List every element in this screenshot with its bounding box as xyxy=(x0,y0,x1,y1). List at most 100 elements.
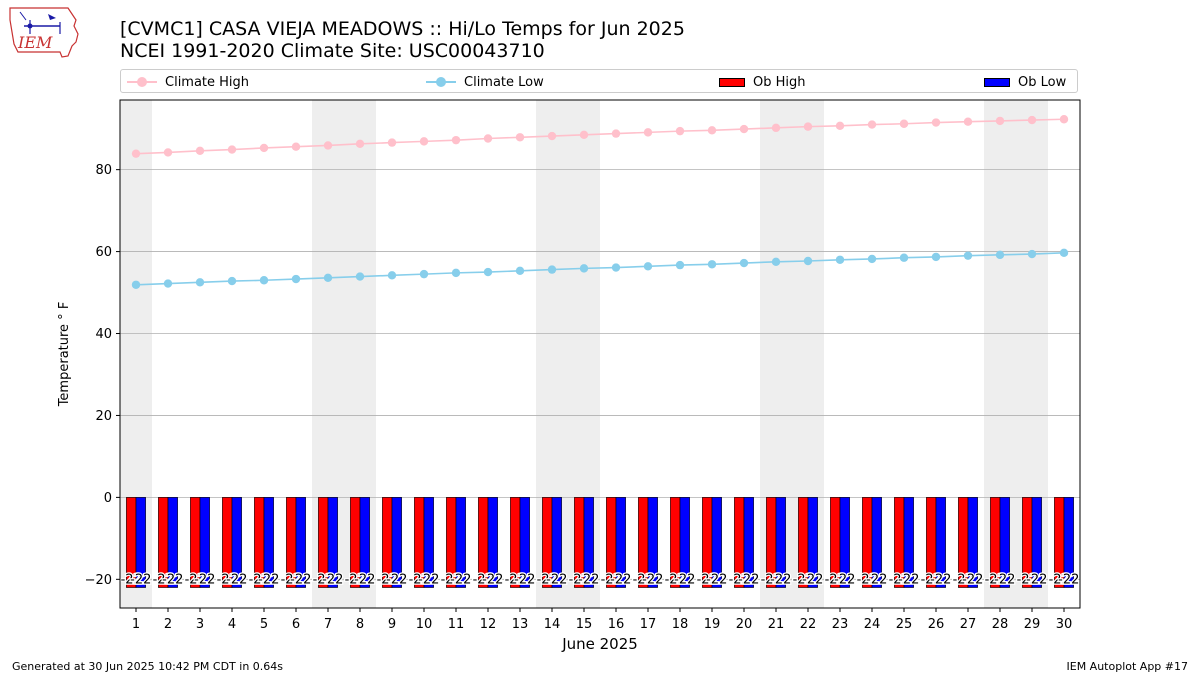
climate-high-point xyxy=(515,133,525,142)
climate-low-point xyxy=(899,253,909,262)
climate-high-point xyxy=(1027,115,1037,125)
legend-label-ob-high: Ob High xyxy=(753,74,806,90)
climate-low-point xyxy=(483,267,493,277)
x-tick-label: 29 xyxy=(1024,617,1041,632)
ob-low-value-label: -22 xyxy=(290,572,311,587)
chart-legend: Climate High Climate Low Ob High Ob Low xyxy=(120,69,1078,93)
climate-high-point xyxy=(483,134,493,143)
ob-high-value-label: -22 xyxy=(121,572,142,587)
ob-high-value-label: -22 xyxy=(153,572,174,587)
ob-low-bar xyxy=(647,497,658,588)
x-tick-label: 6 xyxy=(292,617,300,632)
ob-low-value-label: -22 xyxy=(706,572,727,587)
ob-low-bar xyxy=(1031,497,1042,588)
ob-low-value-label: -22 xyxy=(226,572,247,587)
climate-low-point xyxy=(579,264,589,273)
logo-text: IEM xyxy=(17,33,53,52)
ob-low-value-label: -22 xyxy=(770,572,791,587)
y-tick-label: 20 xyxy=(95,409,112,424)
climate-high-point xyxy=(355,139,365,149)
x-tick-label: 1 xyxy=(132,617,140,632)
climate-low-point xyxy=(1027,249,1037,259)
x-tick-label: 26 xyxy=(928,617,945,632)
climate-high-point xyxy=(995,116,1005,126)
ob-low-value-label: -22 xyxy=(514,572,535,587)
ob-low-value-label: -22 xyxy=(898,572,919,587)
ob-low-bar xyxy=(935,497,946,588)
ob-low-bar xyxy=(679,497,690,588)
ob-low-bar xyxy=(167,497,178,588)
climate-high-point xyxy=(867,120,877,129)
ob-low-bar xyxy=(519,497,530,588)
climate-low-point xyxy=(419,269,429,279)
ob-low-value-label: -22 xyxy=(738,572,759,587)
ob-low-bar xyxy=(423,497,434,588)
legend-swatch-ob-low xyxy=(984,77,1010,87)
ob-low-bar xyxy=(839,497,850,588)
climate-low-point xyxy=(739,258,749,268)
climate-low-point xyxy=(355,272,365,281)
climate-high-point xyxy=(803,122,813,131)
legend-swatch-ob-high xyxy=(719,77,745,87)
y-tick-label: 60 xyxy=(95,245,112,260)
iowa-state-outline xyxy=(9,7,79,58)
ob-high-value-label: -22 xyxy=(761,572,782,587)
climate-low-point xyxy=(291,274,301,284)
climate-low-point xyxy=(163,279,173,288)
climate-low-point xyxy=(867,254,877,264)
ob-low-value-label: -22 xyxy=(546,572,567,587)
climate-high-point xyxy=(739,124,749,134)
legend-item-ob-high: Ob High xyxy=(719,73,806,91)
ob-low-bar xyxy=(359,497,370,588)
climate-high-point xyxy=(771,123,781,133)
x-tick-label: 5 xyxy=(260,617,268,632)
legend-swatch-climate-low xyxy=(426,77,456,87)
x-tick-label: 18 xyxy=(672,617,689,632)
ob-low-bar xyxy=(455,497,466,588)
x-tick-label: 8 xyxy=(356,617,364,632)
ob-low-value-label: -22 xyxy=(578,572,599,587)
ob-high-value-label: -22 xyxy=(441,572,462,587)
y-tick-label: 0 xyxy=(104,491,112,506)
ob-low-bar xyxy=(967,497,978,588)
ob-low-bar xyxy=(743,497,754,588)
climate-high-point xyxy=(131,149,141,158)
ob-high-value-label: -22 xyxy=(185,572,206,587)
climate-high-point xyxy=(835,121,845,131)
climate-low-point xyxy=(451,268,461,278)
ob-high-value-label: -22 xyxy=(889,572,910,587)
ob-high-value-label: -22 xyxy=(665,572,686,587)
ob-low-bar xyxy=(583,497,594,588)
x-tick-label: 25 xyxy=(896,617,913,632)
ob-low-value-label: -22 xyxy=(386,572,407,587)
ob-low-value-label: -22 xyxy=(802,572,823,587)
climate-low-line xyxy=(135,252,1065,286)
ob-low-bar xyxy=(871,497,882,588)
ob-low-bar xyxy=(199,497,210,588)
ob-high-value-label: -22 xyxy=(217,572,238,587)
x-tick-label: 11 xyxy=(448,617,465,632)
x-tick-label: 20 xyxy=(736,617,753,632)
x-tick-label: 7 xyxy=(324,617,332,632)
legend-item-climate-low: Climate Low xyxy=(426,73,544,91)
ob-low-bar xyxy=(231,497,242,588)
ob-high-value-label: -22 xyxy=(569,572,590,587)
x-tick-label: 12 xyxy=(480,617,497,632)
climate-high-point xyxy=(227,145,237,154)
ob-high-value-label: -22 xyxy=(985,572,1006,587)
climate-low-point xyxy=(707,260,717,269)
chart-title: [CVMC1] CASA VIEJA MEADOWS :: Hi/Lo Temp… xyxy=(120,18,685,40)
ob-low-bar xyxy=(327,497,338,588)
ob-high-value-label: -22 xyxy=(409,572,430,587)
ob-high-value-label: -22 xyxy=(1017,572,1038,587)
ob-high-value-label: -22 xyxy=(729,572,750,587)
x-tick-label: 30 xyxy=(1056,617,1073,632)
ob-high-value-label: -22 xyxy=(793,572,814,587)
climate-low-point xyxy=(771,257,781,267)
app-credit: IEM Autoplot App #17 xyxy=(1066,660,1189,673)
ob-low-value-label: -22 xyxy=(642,572,663,587)
climate-low-point xyxy=(803,256,813,266)
x-tick-label: 2 xyxy=(164,617,172,632)
ob-high-value-label: -22 xyxy=(313,572,334,587)
climate-low-point xyxy=(611,263,621,272)
